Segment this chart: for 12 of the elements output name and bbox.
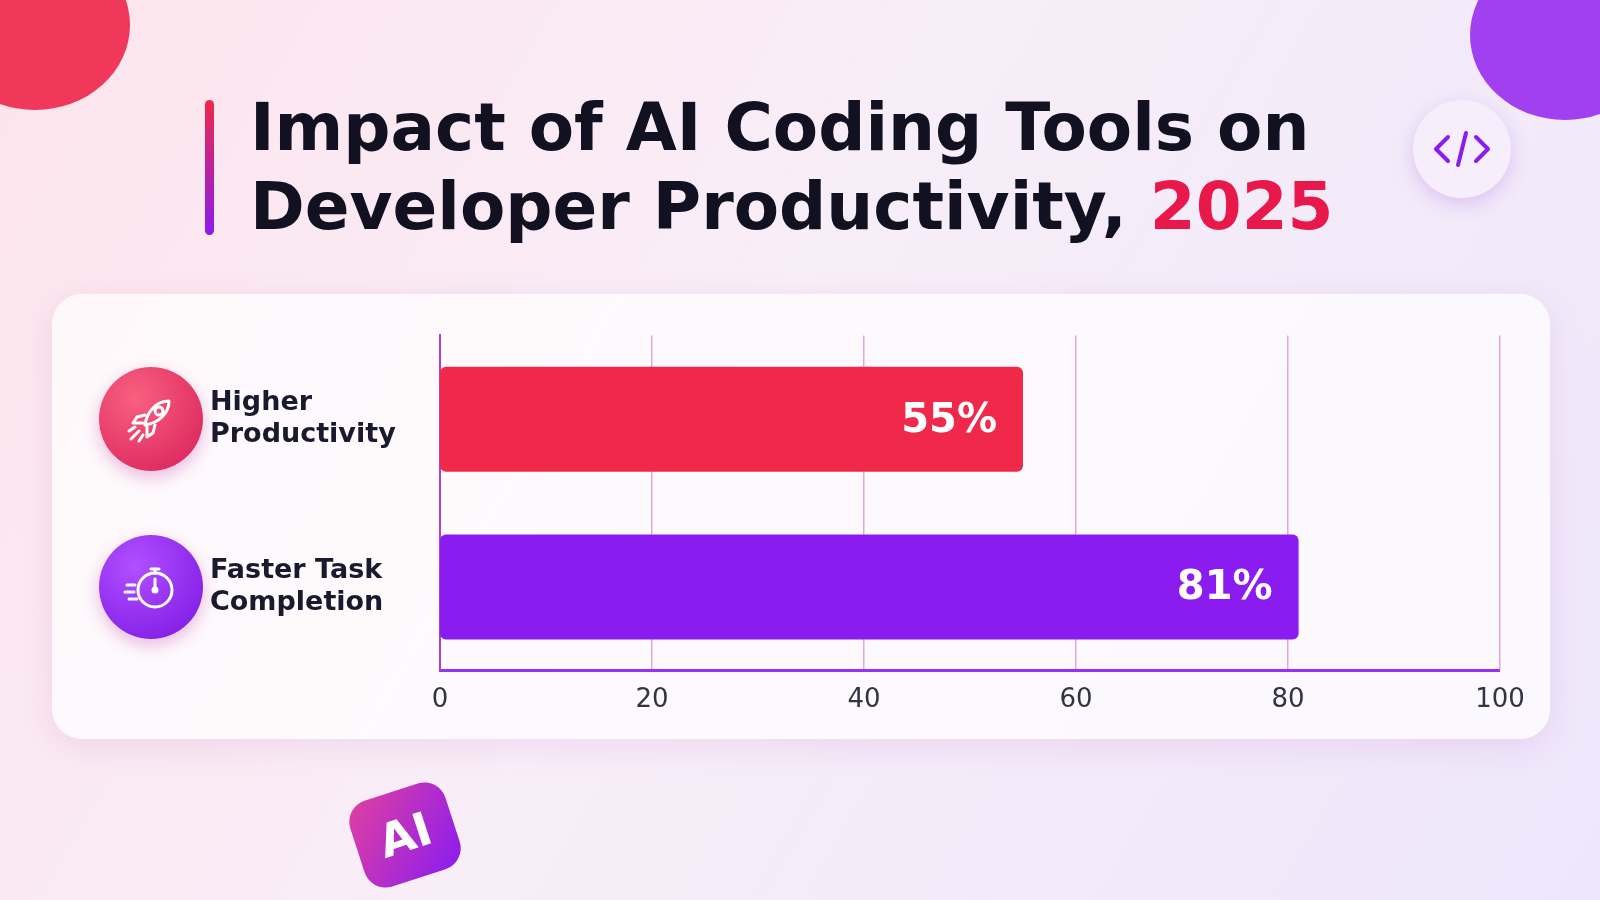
x-tick-label: 20 <box>635 683 669 714</box>
x-tick-label: 40 <box>847 683 881 714</box>
chart-title: Impact of AI Coding Tools on Developer Productivity, 2025 <box>250 88 1335 247</box>
data-label: 55% <box>901 394 997 441</box>
data-label: 81% <box>1176 562 1273 609</box>
x-tick-label: 0 <box>431 683 449 714</box>
x-tick-label: 80 <box>1271 683 1305 714</box>
text: AI <box>343 776 467 894</box>
x-tick-label: 100 <box>1475 683 1525 714</box>
y-tick-label: Higher Productivity <box>210 385 397 449</box>
y-tick-label: Faster Task Completion <box>210 552 384 617</box>
x-tick-label: 60 <box>1059 683 1093 714</box>
